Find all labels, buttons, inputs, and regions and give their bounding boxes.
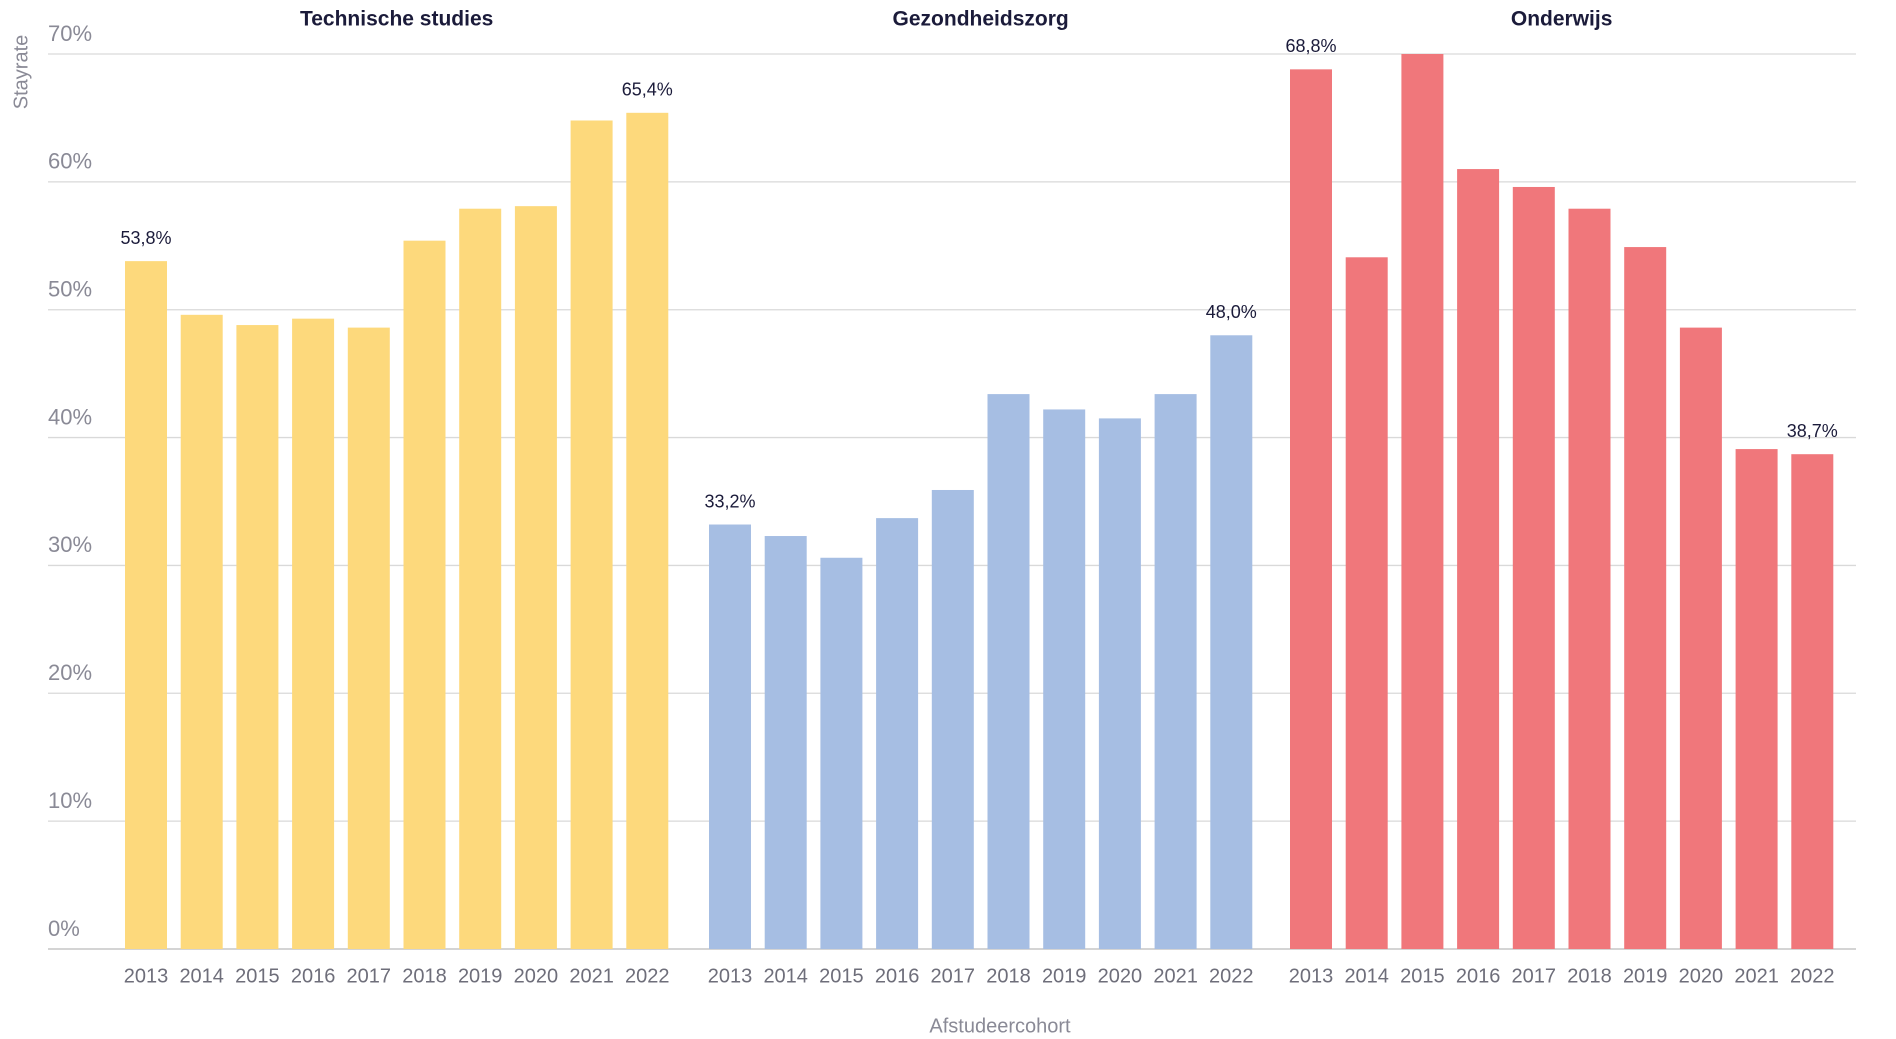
x-tick-label: 2016 [291, 965, 336, 987]
x-tick-label: 2016 [875, 965, 920, 987]
bar [709, 524, 751, 949]
value-label: 38,7% [1787, 421, 1838, 441]
x-tick-label: 2022 [1209, 965, 1254, 987]
x-tick-label: 2021 [1734, 965, 1779, 987]
x-tick-label: 2019 [1623, 965, 1668, 987]
value-label: 33,2% [704, 491, 755, 511]
bar [125, 261, 167, 950]
bar [987, 394, 1030, 950]
x-tick-label: 2015 [1400, 965, 1445, 987]
bar [1512, 186, 1555, 949]
x-tick-label: 2013 [708, 965, 753, 987]
value-label: 53,8% [120, 228, 171, 248]
x-tick-label: 2015 [235, 965, 280, 987]
x-tick-label: 2020 [1679, 965, 1724, 987]
x-axis-label: Afstudeercohort [929, 1015, 1071, 1037]
x-tick-label: 2019 [458, 965, 503, 987]
bar [292, 318, 335, 949]
x-tick-label: 2019 [1042, 965, 1087, 987]
bar [876, 518, 919, 949]
bar [1679, 327, 1722, 950]
y-tick-label: 70% [48, 21, 92, 46]
value-label: 68,8% [1285, 36, 1336, 56]
bar [570, 120, 613, 949]
bar [459, 208, 502, 949]
bar [1624, 247, 1667, 950]
bar [1345, 257, 1388, 949]
x-tick-label: 2016 [1456, 965, 1501, 987]
bar [1154, 394, 1197, 950]
x-tick-label: 2013 [1289, 965, 1334, 987]
x-tick-label: 2021 [569, 965, 614, 987]
bar [1098, 418, 1141, 950]
x-tick-label: 2022 [625, 965, 670, 987]
bar [931, 489, 974, 949]
y-tick-label: 0% [48, 916, 80, 941]
y-axis-label: Stayrate [10, 35, 32, 109]
y-tick-label: 50% [48, 277, 92, 302]
value-label: 65,4% [622, 80, 673, 100]
bar [1210, 335, 1253, 949]
value-label: 48,0% [1206, 302, 1257, 322]
y-tick-label: 20% [48, 660, 92, 685]
x-tick-label: 2013 [124, 965, 169, 987]
bar [1735, 449, 1778, 949]
x-tick-label: 2021 [1153, 965, 1198, 987]
bar [347, 327, 390, 950]
x-tick-label: 2017 [931, 965, 976, 987]
bar [1457, 169, 1500, 950]
x-tick-label: 2014 [1344, 965, 1389, 987]
panel-title: Technische studies [300, 8, 493, 31]
bar [1043, 409, 1086, 949]
x-tick-label: 2022 [1790, 965, 1835, 987]
x-tick-label: 2014 [763, 965, 808, 987]
x-tick-label: 2020 [514, 965, 559, 987]
bar [820, 557, 863, 949]
y-tick-label: 60% [48, 149, 92, 174]
bar [236, 325, 279, 949]
bar [514, 206, 557, 949]
panel-title: Gezondheidszorg [893, 8, 1069, 31]
y-tick-label: 10% [48, 788, 92, 813]
bar [403, 240, 446, 949]
bar [764, 536, 807, 949]
x-tick-label: 2018 [402, 965, 447, 987]
bar [1791, 454, 1834, 949]
y-tick-label: 40% [48, 404, 92, 429]
x-tick-label: 2015 [819, 965, 864, 987]
x-tick-label: 2017 [347, 965, 392, 987]
bar [180, 314, 223, 949]
bar [626, 112, 669, 950]
x-tick-label: 2020 [1098, 965, 1143, 987]
bar [1401, 54, 1444, 949]
x-tick-label: 2018 [986, 965, 1031, 987]
bar [1290, 69, 1332, 950]
x-tick-label: 2014 [179, 965, 224, 987]
y-tick-label: 30% [48, 532, 92, 557]
bar [1568, 208, 1611, 949]
x-tick-label: 2017 [1512, 965, 1557, 987]
panel-title: Onderwijs [1511, 8, 1613, 31]
x-tick-label: 2018 [1567, 965, 1612, 987]
